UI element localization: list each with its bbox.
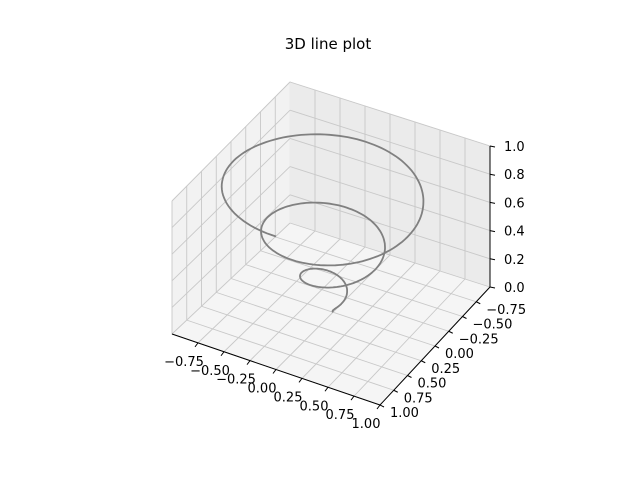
- grid-z-wall-x: [171, 138, 291, 255]
- x-tick-label: 1.00: [352, 417, 381, 432]
- grid-z-wall-y: [289, 194, 491, 260]
- x-tick: [298, 378, 303, 383]
- z-tick-label: 0.2: [504, 253, 525, 268]
- grid-y-floor: [186, 319, 394, 391]
- z-tick: [489, 286, 496, 289]
- z-tick-label: 0.6: [504, 196, 525, 211]
- grid-z-wall-x: [171, 194, 291, 308]
- grid-y-floor: [201, 305, 408, 376]
- x-tick-label: 0.50: [300, 399, 329, 414]
- grid-y-floor: [216, 291, 422, 362]
- grid-z-wall-x: [171, 166, 291, 282]
- y-tick-label: 1.00: [390, 406, 419, 421]
- x-tick-label: 0.00: [248, 382, 277, 397]
- z-tick: [489, 201, 496, 204]
- y-tick: [393, 389, 398, 393]
- series-line: [220, 133, 425, 313]
- x-tick: [324, 386, 329, 392]
- x-tick: [376, 404, 381, 410]
- y-tick: [434, 345, 440, 349]
- series-layer: [220, 133, 425, 313]
- y-tick: [421, 360, 426, 364]
- y-tick-label: −0.25: [459, 332, 499, 347]
- y-tick: [407, 375, 412, 378]
- grid-z-wall-x: [171, 81, 291, 202]
- x-tick: [194, 342, 199, 348]
- x-tick-label: −0.75: [164, 355, 204, 370]
- tick-labels: −0.75−0.50−0.250.000.250.500.751.00−0.75…: [164, 140, 526, 432]
- grid-z-wall-y: [289, 109, 491, 175]
- grid-z-wall-x: [171, 222, 291, 335]
- x-tick-label: −0.50: [190, 364, 230, 379]
- y-tick-label: −0.75: [486, 303, 526, 318]
- y-tick-label: 0.50: [418, 377, 447, 392]
- y-tick-label: 0.75: [404, 391, 433, 406]
- grid-z-wall-x: [171, 109, 291, 228]
- z-tick-label: 1.0: [504, 140, 525, 155]
- grid-z-wall-y: [289, 222, 491, 288]
- y-tick: [448, 330, 453, 334]
- z-tick-label: 0.8: [504, 168, 525, 183]
- x-tick-label: 0.75: [326, 408, 355, 423]
- x-tick: [246, 360, 251, 365]
- x-tick-label: −0.25: [216, 373, 256, 388]
- y-tick: [462, 316, 467, 319]
- z-tick-label: 0.0: [504, 281, 525, 296]
- y-tick-label: 0.25: [431, 362, 460, 377]
- y-tick: [476, 301, 481, 305]
- grid-y-floor: [260, 250, 463, 317]
- z-tick: [489, 173, 496, 176]
- chart-title: 3D line plot: [285, 35, 372, 53]
- z-tick-label: 0.4: [504, 225, 525, 240]
- grid-y-floor: [245, 264, 449, 332]
- x-tick: [272, 369, 277, 374]
- x-tick: [350, 395, 355, 401]
- grid-z-wall-y: [289, 137, 491, 203]
- x-tick: [220, 351, 225, 357]
- x-tick-label: 0.25: [274, 390, 303, 405]
- y-tick-label: 0.00: [445, 347, 474, 362]
- z-tick: [489, 145, 496, 148]
- z-tick: [489, 230, 496, 233]
- z-tick: [489, 258, 496, 261]
- y-tick: [379, 404, 385, 408]
- grid-z-wall-y: [289, 81, 491, 147]
- y-tick-label: −0.50: [473, 318, 513, 333]
- grid-z-wall-y: [289, 166, 491, 232]
